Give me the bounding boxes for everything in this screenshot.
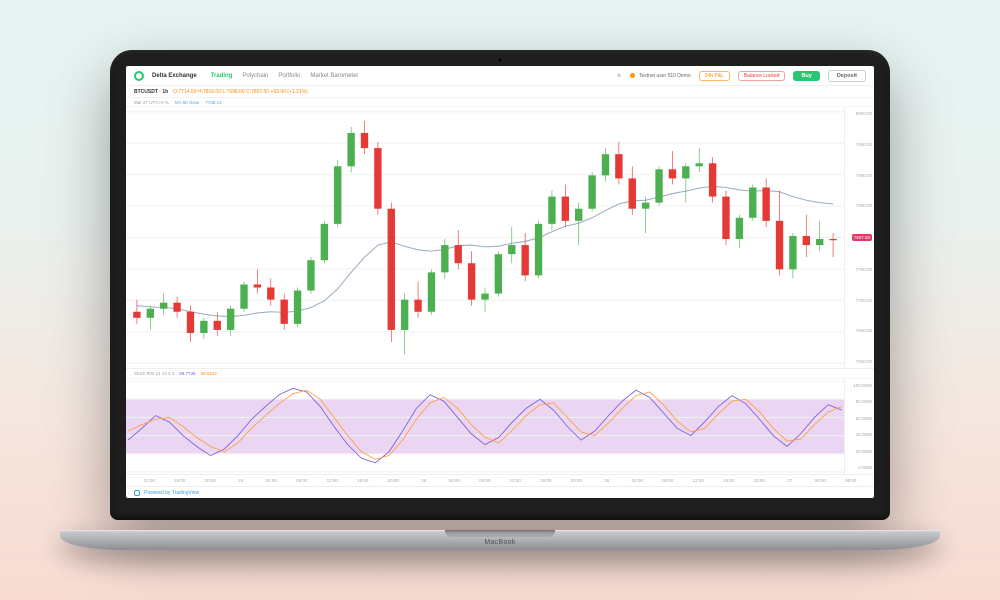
buy-button[interactable]: Buy xyxy=(793,71,819,81)
rsi-plot[interactable] xyxy=(126,379,844,474)
indicator-axis: 100.000080.000060.000040.000020.00000.00… xyxy=(844,379,874,474)
user-status: Testnet user 510 Demo xyxy=(630,73,691,79)
indicator-chart[interactable]: 100.000080.000060.000040.000020.00000.00… xyxy=(126,379,874,474)
logo-text: Delta Exchange xyxy=(152,73,197,79)
indicator-name: Stoch RSI 14 14 3 3 xyxy=(134,371,174,376)
time-axis: 12:0016:0020:002404:0008:0012:0016:0020:… xyxy=(126,474,874,486)
camera-dot xyxy=(498,58,502,62)
app-screen: Delta Exchange Trading Polychain Portfol… xyxy=(126,66,874,498)
symbol-ticker[interactable]: BTCUSDT · 1h xyxy=(134,89,168,95)
symbol-ohlc: O:7714.50 H:7816.00 L:7698.00 C:7807.50 … xyxy=(173,89,308,95)
nav-polychain[interactable]: Polychain xyxy=(242,73,268,79)
status-dot-icon xyxy=(630,73,635,78)
chart-area: 8000.007950.007900.007850.007807.507750.… xyxy=(126,107,874,498)
nav-portfolio[interactable]: Portfolio xyxy=(278,73,300,79)
indicator-value-1: 68.7736 xyxy=(179,371,195,376)
nav-trading[interactable]: Trading xyxy=(211,73,233,79)
price-axis: 8000.007950.007900.007850.007807.507750.… xyxy=(844,107,874,368)
deposit-button[interactable]: Deposit xyxy=(828,70,866,82)
tv-logo-icon xyxy=(134,490,140,496)
main-nav: Trading Polychain Portfolio Market Barom… xyxy=(211,73,359,79)
ma-value: 7748.12 xyxy=(205,100,221,105)
laptop-brand: MacBook xyxy=(484,539,515,546)
nav-market-barometer[interactable]: Market Barometer xyxy=(310,73,358,79)
main-chart[interactable]: 8000.007950.007900.007850.007807.507750.… xyxy=(126,107,874,369)
indicator-value-2: 59.0412 xyxy=(201,371,217,376)
ma-label: MA 50 close xyxy=(175,100,200,105)
balance-pill[interactable]: Balance Locked xyxy=(738,71,786,81)
indicator-header: Stoch RSI 14 14 3 3 68.7736 59.0412 xyxy=(126,369,874,379)
user-status-text: Testnet user 510 Demo xyxy=(639,73,691,79)
candlestick-plot[interactable] xyxy=(126,107,844,368)
bell-icon[interactable] xyxy=(616,73,622,79)
logo-icon xyxy=(134,71,144,81)
chart-meta-bar: Mar 27 UTC+0 % MA 50 close 7748.12 xyxy=(126,98,874,107)
laptop-base: MacBook xyxy=(60,530,940,550)
pnl-pill[interactable]: 24h P&L xyxy=(699,71,730,81)
laptop-notch xyxy=(445,530,555,537)
page-background: Delta Exchange Trading Polychain Portfol… xyxy=(0,0,1000,600)
footer-text[interactable]: Powered by TradingView xyxy=(144,490,199,496)
laptop-lid: Delta Exchange Trading Polychain Portfol… xyxy=(110,50,890,520)
symbol-bar: BTCUSDT · 1h O:7714.50 H:7816.00 L:7698.… xyxy=(126,86,874,98)
laptop-mockup: Delta Exchange Trading Polychain Portfol… xyxy=(110,50,890,550)
chart-footer: Powered by TradingView xyxy=(126,486,874,498)
meta-range: Mar 27 UTC+0 % xyxy=(134,100,169,105)
top-nav-bar: Delta Exchange Trading Polychain Portfol… xyxy=(126,66,874,86)
